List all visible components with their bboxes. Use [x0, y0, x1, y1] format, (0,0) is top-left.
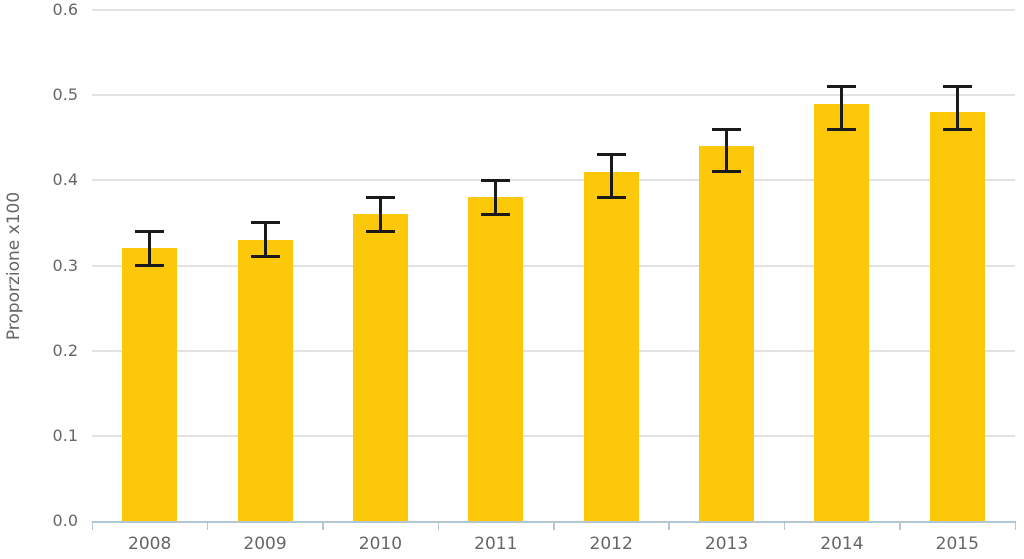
error-bar-stem-2010: [378, 197, 382, 232]
error-bar-cap-bottom-2015: [942, 127, 972, 131]
bar-2015: [929, 112, 985, 521]
bar-2009: [237, 239, 293, 521]
bar-2013: [699, 146, 755, 521]
error-bar-cap-top-2012: [596, 153, 626, 157]
error-bar-stem-2015: [955, 86, 959, 130]
x-axis-tick: [91, 521, 93, 530]
error-bar-cap-top-2013: [712, 127, 742, 131]
y-tick-label-0.1: 0.1: [52, 425, 78, 445]
error-bar-stem-2011: [494, 180, 498, 215]
bar-2008: [122, 248, 178, 521]
x-axis-tick: [668, 521, 670, 530]
error-bar-stem-2009: [263, 222, 267, 257]
bar-2012: [583, 171, 639, 521]
gridline-0.1: [92, 434, 1015, 437]
x-axis-tick: [1014, 521, 1016, 530]
gridline-0.5: [92, 94, 1015, 97]
y-tick-label-0.2: 0.2: [52, 340, 78, 360]
x-axis-tick: [899, 521, 901, 530]
x-axis-tick: [322, 521, 324, 530]
y-tick-label-0.4: 0.4: [52, 170, 78, 190]
error-bar-cap-top-2014: [827, 85, 857, 89]
x-axis-tick: [783, 521, 786, 530]
error-bar-cap-top-2008: [135, 229, 165, 233]
error-bar-cap-top-2011: [481, 178, 511, 182]
error-bar-cap-bottom-2010: [365, 229, 395, 233]
y-tick-label-0.5: 0.5: [52, 85, 78, 105]
error-bar-cap-top-2009: [250, 221, 280, 225]
error-bar-cap-bottom-2011: [481, 212, 511, 216]
error-bar-cap-bottom-2009: [250, 255, 280, 259]
gridline-0.4: [92, 179, 1015, 182]
x-tick-label-2009: 2009: [243, 534, 287, 554]
error-bar-stem-2008: [148, 231, 152, 266]
x-axis-tick: [553, 521, 555, 530]
error-bar-stem-2012: [609, 154, 613, 198]
x-tick-label-2011: 2011: [474, 534, 518, 554]
error-bar-cap-bottom-2013: [712, 170, 742, 174]
error-bar-cap-bottom-2014: [827, 127, 857, 131]
x-tick-label-2012: 2012: [589, 534, 633, 554]
y-tick-label-0.0: 0.0: [52, 511, 78, 530]
error-bar-cap-bottom-2008: [135, 264, 165, 267]
bar-2010: [352, 214, 408, 521]
gridline-0.2: [92, 349, 1015, 352]
gridline-0.6: [92, 9, 1015, 11]
bar-2011: [468, 197, 524, 521]
x-tick-label-2015: 2015: [935, 534, 979, 554]
gridline-0.3: [92, 264, 1015, 267]
x-tick-label-2013: 2013: [704, 534, 749, 554]
x-axis-tick: [206, 521, 209, 530]
x-axis-tick: [437, 521, 440, 530]
error-bar-stem-2013: [725, 129, 729, 172]
error-bar-cap-top-2015: [942, 85, 972, 89]
x-tick-label-2008: 2008: [128, 534, 172, 554]
error-bar-cap-top-2010: [365, 195, 395, 199]
y-tick-label-0.6: 0.6: [52, 0, 78, 19]
error-bar-cap-bottom-2012: [596, 195, 626, 199]
error-bar-stem-2014: [840, 86, 844, 130]
x-tick-label-2010: 2010: [358, 534, 403, 554]
bar-2014: [814, 103, 870, 521]
x-tick-label-2014: 2014: [820, 534, 864, 554]
y-tick-label-0.3: 0.3: [52, 255, 78, 275]
